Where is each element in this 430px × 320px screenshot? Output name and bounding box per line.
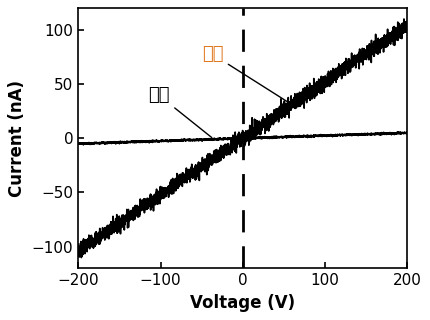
- Y-axis label: Current (nA): Current (nA): [8, 80, 26, 197]
- Text: 黑暗: 黑暗: [148, 86, 212, 138]
- Text: 光照: 光照: [202, 45, 290, 103]
- X-axis label: Voltage (V): Voltage (V): [190, 294, 295, 312]
